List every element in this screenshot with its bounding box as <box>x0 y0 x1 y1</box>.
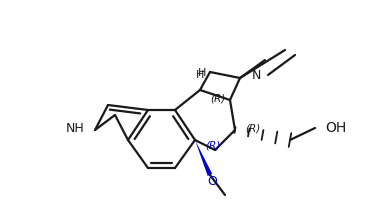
Text: NH: NH <box>66 121 84 134</box>
Text: (R): (R) <box>206 140 221 150</box>
Text: OH: OH <box>325 121 346 135</box>
Text: (R): (R) <box>245 123 261 133</box>
Text: H: H <box>196 70 204 80</box>
Text: N: N <box>252 69 261 82</box>
Text: H: H <box>198 68 206 78</box>
Polygon shape <box>195 140 212 176</box>
Text: O: O <box>207 174 217 187</box>
Text: (R): (R) <box>210 93 226 103</box>
